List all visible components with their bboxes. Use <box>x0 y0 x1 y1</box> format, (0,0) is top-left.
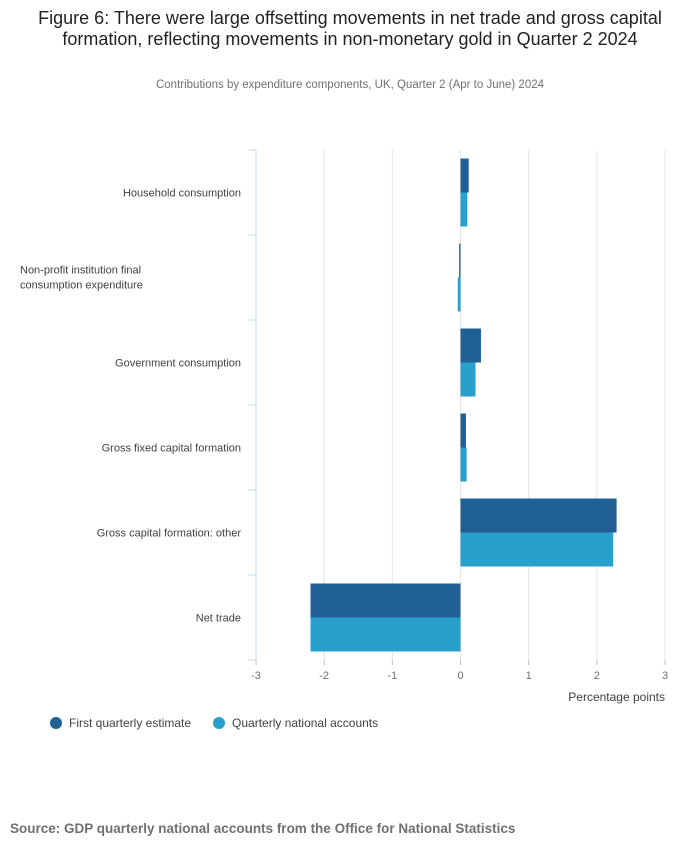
x-tick-label: -3 <box>251 670 261 682</box>
x-tick-label: -1 <box>387 670 397 682</box>
bar-quarterly-national-accounts[interactable] <box>310 617 461 652</box>
bar-quarterly-national-accounts[interactable] <box>460 532 614 567</box>
y-category-label: consumption expenditure <box>20 280 143 292</box>
legend-label-quarterly-national-accounts: Quarterly national accounts <box>232 716 379 730</box>
y-category-label: Gross fixed capital formation <box>102 443 241 455</box>
legend-swatch-quarterly-national-accounts <box>213 717 226 729</box>
legend-item-first-estimate[interactable]: First quarterly estimate <box>50 716 191 730</box>
y-category-label: Non-profit institution final <box>20 265 141 277</box>
y-category-label: Government consumption <box>115 358 241 370</box>
bar-first-estimate[interactable] <box>460 413 466 448</box>
y-category-label: Household consumption <box>123 188 241 200</box>
bar-quarterly-national-accounts[interactable] <box>460 192 468 227</box>
bar-chart: -3 -2 -1 0 1 2 3 Household consumption Non-profi… <box>20 149 668 704</box>
x-tick-label: 3 <box>662 670 668 682</box>
x-axis-title: Percentage points <box>568 690 665 704</box>
legend: First quarterly estimate Quarterly natio… <box>50 716 400 730</box>
x-tick-label: 1 <box>526 670 532 682</box>
bar-quarterly-national-accounts[interactable] <box>460 362 476 397</box>
x-tick-label: -2 <box>319 670 329 682</box>
legend-label-first-estimate: First quarterly estimate <box>69 716 192 730</box>
bar-first-estimate[interactable] <box>460 158 469 193</box>
legend-swatch-first-estimate <box>50 717 62 729</box>
bar-quarterly-national-accounts[interactable] <box>457 277 461 312</box>
legend-item-quarterly-national-accounts[interactable]: Quarterly national accounts <box>213 716 378 730</box>
chart-title: Figure 6: There were large offsetting mo… <box>38 8 662 49</box>
bar-quarterly-national-accounts[interactable] <box>460 447 467 482</box>
x-tick-label: 2 <box>594 670 600 682</box>
bar-first-estimate[interactable] <box>460 328 481 363</box>
x-tick-label: 0 <box>457 670 463 682</box>
bar-first-estimate[interactable] <box>459 243 461 278</box>
y-category-label: Net trade <box>196 613 241 625</box>
y-category-label: Gross capital formation: other <box>97 528 242 540</box>
bar-first-estimate[interactable] <box>310 583 461 618</box>
source-note: Source: GDP quarterly national accounts … <box>10 821 516 836</box>
bar-first-estimate[interactable] <box>460 498 617 533</box>
chart-subtitle: Contributions by expenditure components,… <box>155 79 545 91</box>
